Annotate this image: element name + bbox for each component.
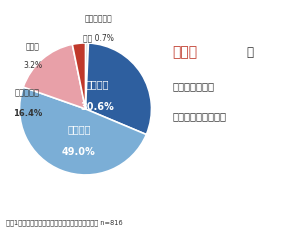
Text: 多分する: 多分する — [67, 124, 91, 134]
Wedge shape — [85, 43, 88, 109]
Text: しない: しない — [26, 42, 40, 51]
Wedge shape — [85, 43, 152, 135]
Text: 49.0%: 49.0% — [62, 147, 96, 157]
Text: 多分しない: 多分しない — [15, 88, 40, 97]
Wedge shape — [20, 87, 146, 175]
Text: が: が — [246, 46, 253, 59]
Wedge shape — [23, 44, 86, 109]
Text: 3.2%: 3.2% — [23, 61, 42, 70]
Text: 約８割: 約８割 — [172, 45, 198, 59]
Text: ＜図1：年末に大掃除をしようと思っている割合＞ n=816: ＜図1：年末に大掃除をしようと思っている割合＞ n=816 — [6, 219, 123, 226]
Text: いる 0.7%: いる 0.7% — [83, 33, 114, 42]
Text: 既に終わって: 既に終わって — [85, 14, 112, 23]
Text: 年末に大掃除を: 年末に大掃除を — [172, 81, 214, 91]
Text: しようと思っている: しようと思っている — [172, 111, 226, 121]
Text: 必ずする: 必ずする — [85, 79, 109, 89]
Text: 16.4%: 16.4% — [13, 109, 42, 118]
Wedge shape — [72, 43, 86, 109]
Text: 30.6%: 30.6% — [80, 102, 114, 112]
